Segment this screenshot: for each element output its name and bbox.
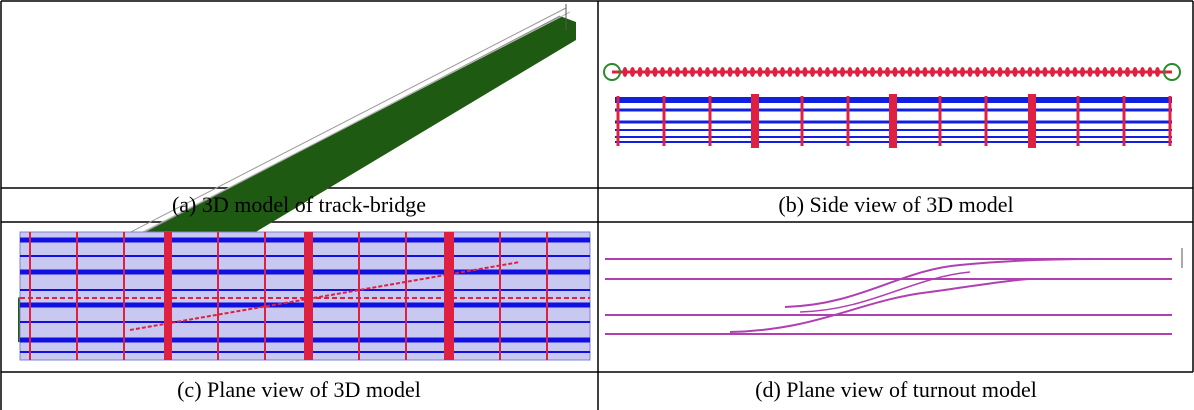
- decoration: [743, 67, 748, 77]
- decoration: [975, 67, 980, 77]
- decoration: [773, 67, 778, 77]
- decoration: [1013, 67, 1018, 77]
- decoration: [690, 67, 695, 77]
- decoration: [803, 67, 808, 77]
- decoration: [968, 67, 973, 77]
- decoration: [945, 67, 950, 77]
- decoration: [1005, 67, 1010, 77]
- decoration: [795, 67, 800, 77]
- decoration: [1058, 67, 1063, 77]
- decoration: [751, 94, 759, 148]
- decoration: [848, 67, 853, 77]
- decoration: [1050, 67, 1055, 77]
- decoration: [735, 67, 740, 77]
- decoration: [1148, 67, 1153, 77]
- decoration: [960, 67, 965, 77]
- decoration: [810, 67, 815, 77]
- decoration: [953, 67, 958, 77]
- decoration: [1155, 67, 1160, 77]
- decoration: [164, 232, 172, 360]
- decoration: [863, 67, 868, 77]
- decoration: [1080, 67, 1085, 77]
- panel-d-image: [605, 248, 1182, 334]
- caption: (b) Side view of 3D model: [778, 192, 1013, 217]
- decoration: [765, 67, 770, 77]
- caption: (d) Plane view of turnout model: [755, 377, 1037, 402]
- decoration: [1125, 67, 1130, 77]
- decoration: [983, 67, 988, 77]
- decoration: [304, 232, 312, 360]
- decoration: [878, 67, 883, 77]
- decoration: [900, 67, 905, 77]
- decoration: [630, 67, 635, 77]
- decoration: [825, 67, 830, 77]
- decoration: [788, 67, 793, 77]
- decoration: [660, 67, 665, 77]
- decoration: [990, 67, 995, 77]
- decoration: [698, 67, 703, 77]
- figure: (a) 3D model of track-bridge (b) Side vi…: [0, 0, 1194, 410]
- decoration: [833, 67, 838, 77]
- decoration: [930, 67, 935, 77]
- decoration: [818, 67, 823, 77]
- decoration: [705, 67, 710, 77]
- decoration: [653, 67, 658, 77]
- decoration: [908, 67, 913, 77]
- decoration: [1065, 67, 1070, 77]
- decoration: [645, 67, 650, 77]
- panel-c-image: [20, 232, 590, 360]
- decoration: [1095, 67, 1100, 77]
- decoration: [638, 67, 643, 77]
- decoration: [840, 67, 845, 77]
- decoration: [870, 67, 875, 77]
- decoration: [1020, 67, 1025, 77]
- decoration: [780, 67, 785, 77]
- decoration: [998, 67, 1003, 77]
- panel-b-image: [604, 64, 1180, 148]
- decoration: [938, 67, 943, 77]
- decoration: [1140, 67, 1145, 77]
- decoration: [855, 67, 860, 77]
- decoration: [758, 67, 763, 77]
- caption: (c) Plane view of 3D model: [177, 377, 421, 402]
- decoration: [1103, 67, 1108, 77]
- decoration: [720, 67, 725, 77]
- caption: (a) 3D model of track-bridge: [172, 192, 426, 217]
- decoration: [889, 94, 897, 148]
- decoration: [885, 67, 890, 77]
- decoration: [683, 67, 688, 77]
- decoration: [675, 67, 680, 77]
- decoration: [1088, 67, 1093, 77]
- decoration: [1035, 67, 1040, 77]
- decoration: [750, 67, 755, 77]
- decoration: [923, 67, 928, 77]
- decoration: [623, 67, 628, 77]
- decoration: [915, 67, 920, 77]
- decoration: [1133, 67, 1138, 77]
- decoration: [444, 232, 452, 360]
- decoration: [1110, 67, 1115, 77]
- decoration: [713, 67, 718, 77]
- decoration: [728, 67, 733, 77]
- decoration: [1028, 94, 1036, 148]
- decoration: [893, 67, 898, 77]
- decoration: [668, 67, 673, 77]
- decoration: [1043, 67, 1048, 77]
- decoration: [1028, 67, 1033, 77]
- decoration: [1118, 67, 1123, 77]
- decoration: [1073, 67, 1078, 77]
